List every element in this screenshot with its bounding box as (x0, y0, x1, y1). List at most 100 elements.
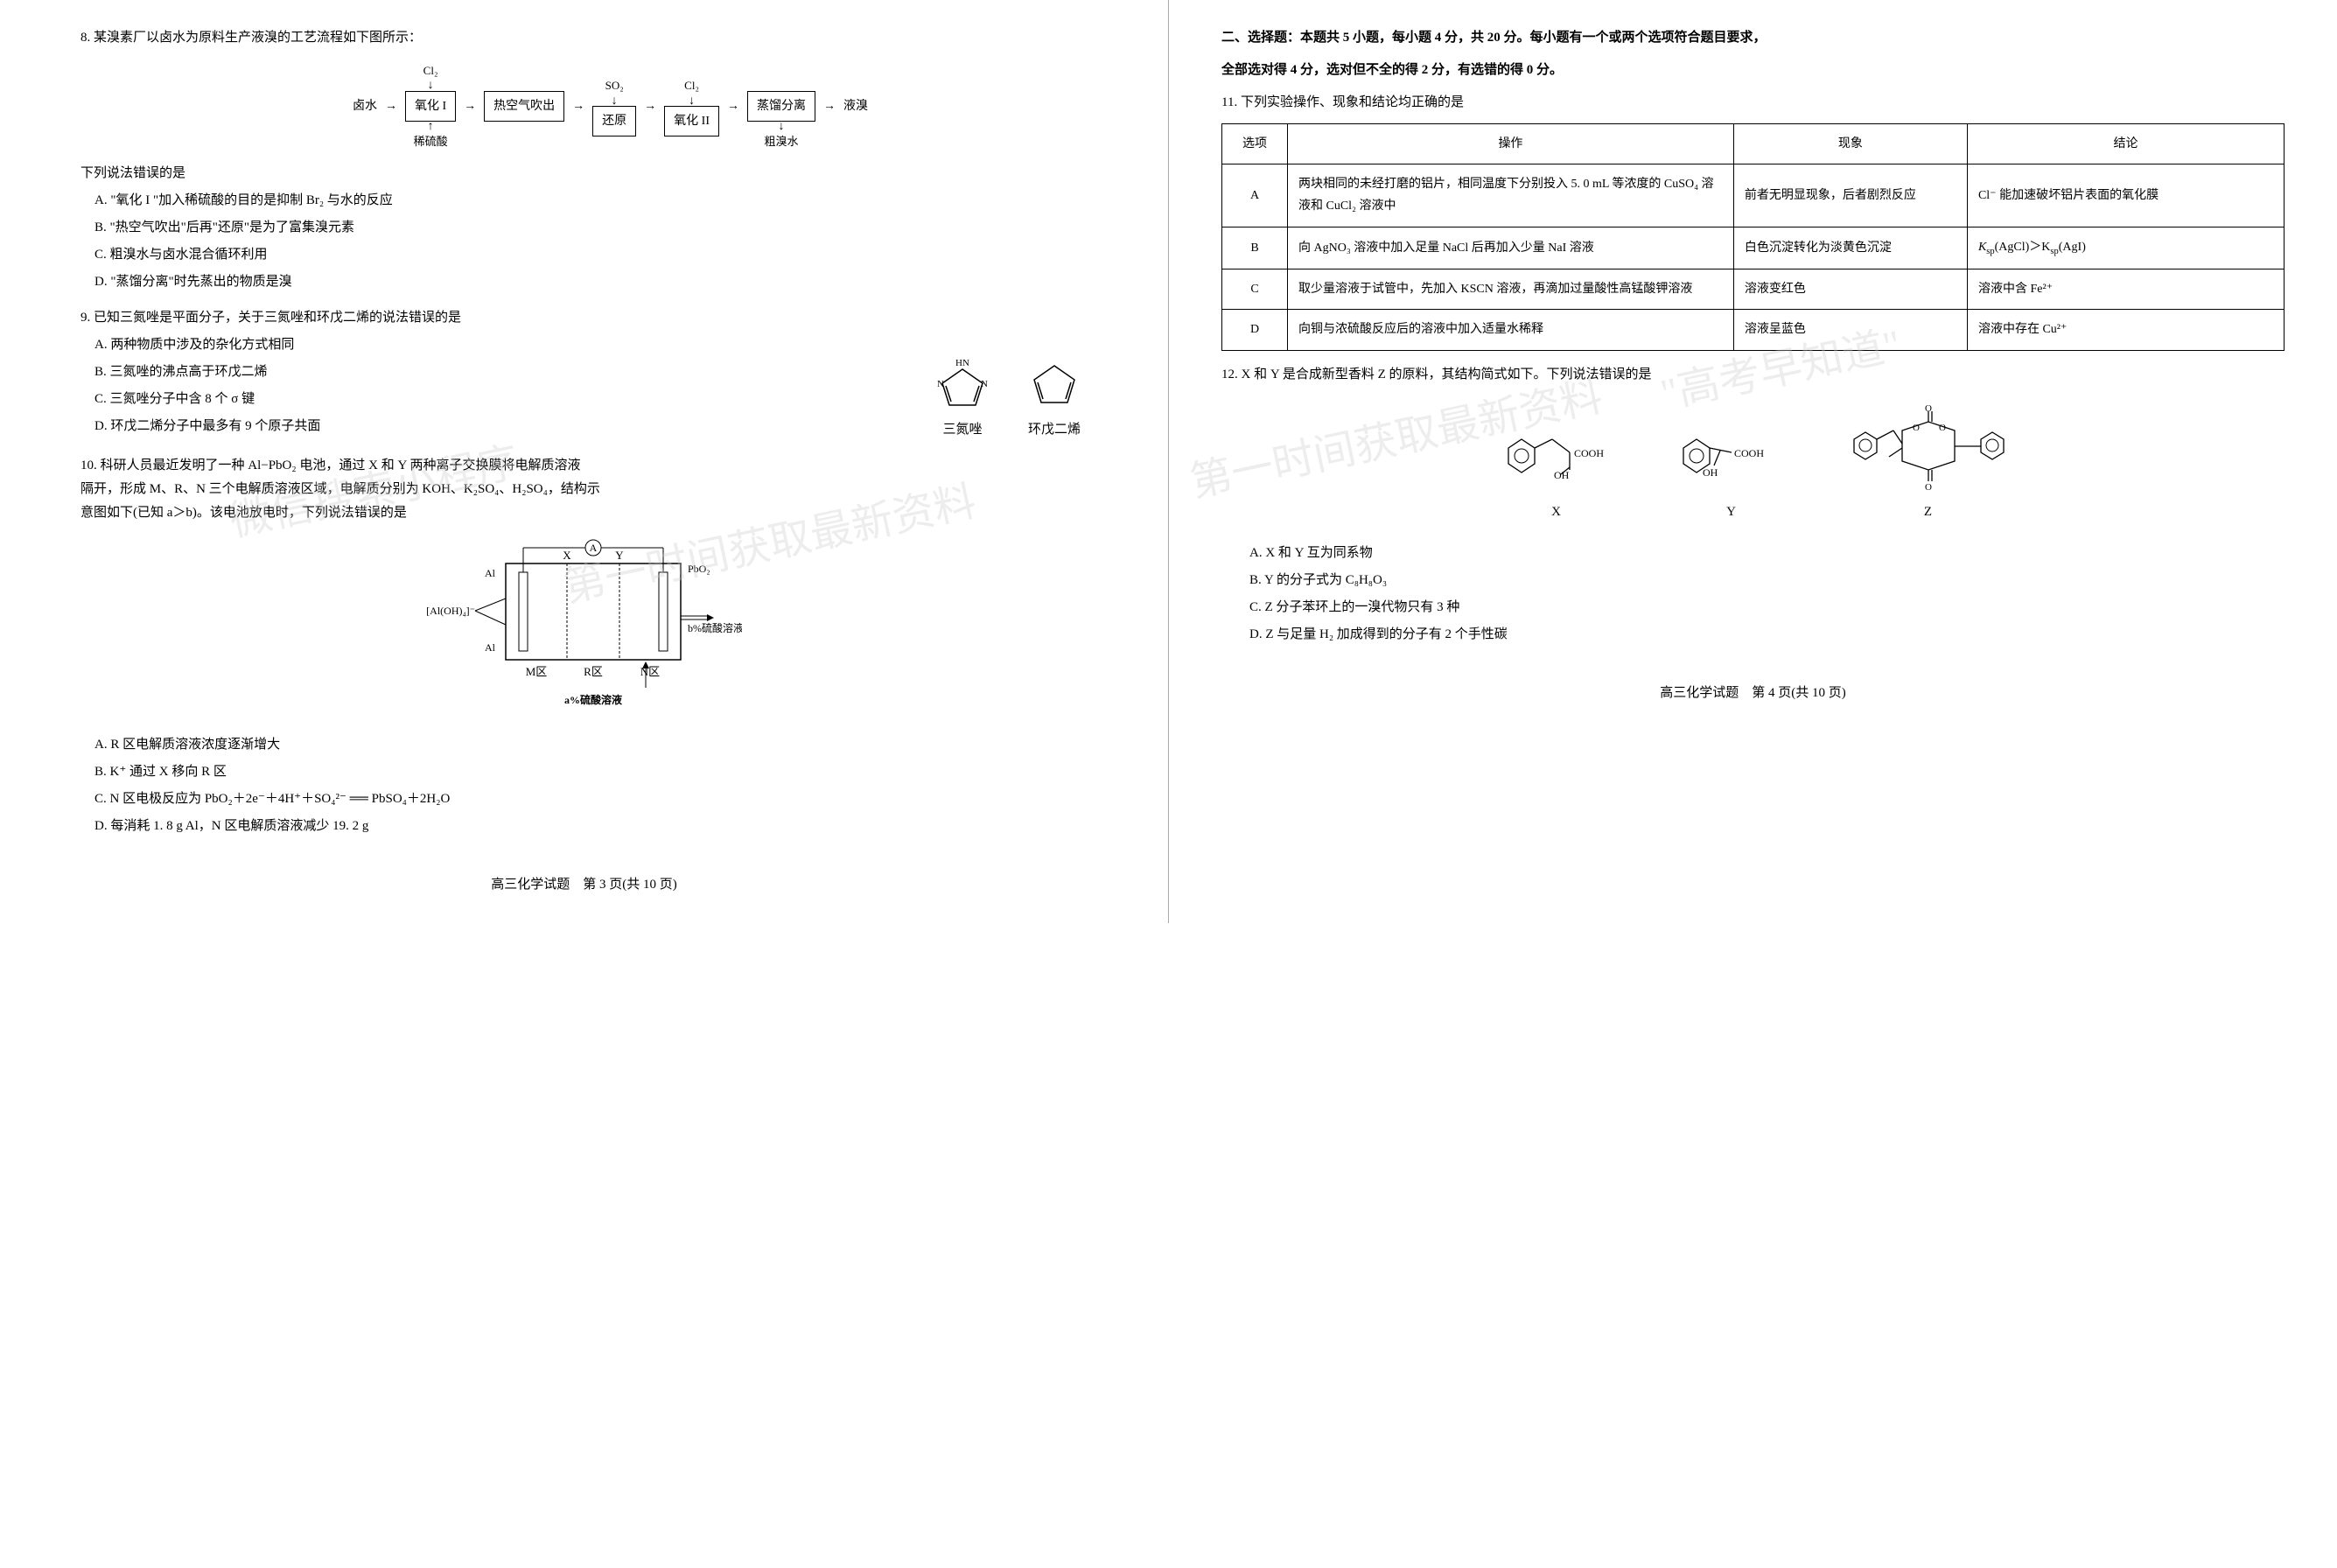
arrow: → (819, 95, 840, 117)
table-row: A 两块相同的未经打磨的铝片，相同温度下分别投入 5. 0 mL 等浓度的 Cu… (1222, 164, 2285, 227)
diag-y: Y (615, 549, 624, 562)
table-row: B 向 AgNO₃ 溶液中加入足量 NaCl 后再加入少量 NaI 溶液 白色沉… (1222, 227, 2285, 270)
flow-in-left: 卤水 (353, 95, 377, 117)
q9-stem: 9. 已知三氮唑是平面分子，关于三氮唑和环戊二烯的说法错误的是 (52, 306, 1116, 330)
spacer (780, 60, 782, 80)
cell-ph: 溶液呈蓝色 (1733, 310, 1967, 350)
diag-al-top: Al (485, 567, 496, 579)
cell-op: 向铜与浓硫酸反应后的溶液中加入适量水稀释 (1288, 310, 1734, 350)
svg-text:O: O (1925, 404, 1932, 414)
mol-y: COOH OH Y (1666, 422, 1797, 524)
svg-text:N: N (937, 379, 944, 389)
cell-con: 溶液中存在 Cu²⁺ (1967, 310, 2284, 350)
svg-text:COOH: COOH (1574, 447, 1604, 459)
th-phenomenon: 现象 (1733, 124, 1967, 164)
arrow: → (640, 95, 661, 117)
spacer (780, 80, 783, 90)
svg-text:OH: OH (1703, 466, 1718, 479)
q9-opt-c: C. 三氮唑分子中含 8 个 σ 键 (52, 388, 932, 411)
flow-bottom-crude: 粗溴水 (764, 131, 798, 151)
q9-options: A. 两种物质中涉及的杂化方式相同 B. 三氮唑的沸点高于环戊二烯 C. 三氮唑… (52, 330, 932, 442)
battery-svg: X Y A Al [Al(OH)₄]⁻ Al (427, 537, 742, 712)
mol-cyclopentadiene-label: 环戊二烯 (1028, 418, 1081, 442)
cell-opt: B (1222, 227, 1288, 270)
page-left: 微信搜索小程序 第一时间获取最新资料 8. 某溴素厂以卤水为原料生产液溴的工艺流… (0, 0, 1168, 923)
q12-opt-a: A. X 和 Y 互为同系物 (1221, 542, 2285, 565)
mol-z: O O O O (1841, 404, 2016, 524)
th-operation: 操作 (1288, 124, 1734, 164)
q10-stem-2: 隔开，形成 M、R、N 三个电解质溶液区域，电解质分别为 KOH、K₂SO₄、H… (52, 478, 1116, 501)
q10-opt-c: C. N 区电极反应为 PbO₂＋2e⁻＋4H⁺＋SO₄²⁻ ══ PbSO₄＋… (52, 788, 1116, 811)
diag-left-species: [Al(OH)₄]⁻ (427, 605, 475, 617)
flow-box-2: 热空气吹出 (484, 91, 564, 122)
flow-box-1: 氧化 I (405, 91, 456, 122)
svg-text:HN: HN (955, 358, 969, 368)
q12-molecules: COOH OH X COOH OH Y (1221, 404, 2285, 524)
cell-op: 两块相同的未经打磨的铝片，相同温度下分别投入 5. 0 mL 等浓度的 CuSO… (1288, 164, 1734, 227)
q9-body: A. 两种物质中涉及的杂化方式相同 B. 三氮唑的沸点高于环戊二烯 C. 三氮唑… (52, 330, 1116, 442)
svg-text:N: N (981, 379, 988, 389)
mol-y-svg: COOH OH (1666, 422, 1797, 492)
question-8: 8. 某溴素厂以卤水为原料生产液溴的工艺流程如下图所示： 卤水 → Cl₂ ↓ … (52, 26, 1116, 294)
q8-opt-b: B. "热空气吹出"后再"还原"是为了富集溴元素 (52, 216, 1116, 240)
flow-out-right: 液溴 (843, 95, 868, 117)
q12-stem: 12. X 和 Y 是合成新型香料 Z 的原料，其结构简式如下。下列说法错误的是 (1221, 363, 2285, 387)
flow-top-cl2-2: Cl₂ (684, 75, 699, 95)
q10-opt-d: D. 每消耗 1. 8 g Al，N 区电解质溶液减少 19. 2 g (52, 815, 1116, 838)
q9-opt-d: D. 环戊二烯分子中最多有 9 个原子共面 (52, 415, 932, 438)
battery-diagram: X Y A Al [Al(OH)₄]⁻ Al (52, 537, 1116, 721)
cell-ph: 白色沉淀转化为淡黄色沉淀 (1733, 227, 1967, 270)
mol-x-label: X (1491, 500, 1622, 524)
arrow-down: ↓ (612, 96, 618, 106)
svg-text:O: O (1913, 423, 1920, 433)
question-9: 9. 已知三氮唑是平面分子，关于三氮唑和环戊二烯的说法错误的是 A. 两种物质中… (52, 306, 1116, 442)
svg-text:OH: OH (1554, 469, 1570, 481)
mol-triazole-label: 三氮唑 (932, 418, 993, 442)
q11-stem: 11. 下列实验操作、现象和结论均正确的是 (1221, 91, 2285, 115)
arrow-down: ↓ (689, 96, 695, 106)
question-10: 10. 科研人员最近发明了一种 Al−PbO₂ 电池，通过 X 和 Y 两种离子… (52, 454, 1116, 838)
question-11: 11. 下列实验操作、现象和结论均正确的是 选项 操作 现象 结论 A 两块相同… (1221, 91, 2285, 351)
page-right: "高考早知道" 第一时间获取最新资料 二、选择题：本题共 5 小题，每小题 4 … (1169, 0, 2337, 923)
q8-lead: 下列说法错误的是 (52, 162, 1116, 186)
cyclopentadiene-svg (1028, 357, 1081, 410)
table-header-row: 选项 操作 现象 结论 (1222, 124, 2285, 164)
q10-opt-a: A. R 区电解质溶液浓度逐渐增大 (52, 733, 1116, 757)
footer-right: 高三化学试题 第 4 页(共 10 页) (1221, 682, 2285, 705)
mol-triazole: HN N N 三氮唑 (932, 357, 993, 442)
q12-opt-b: B. Y 的分子式为 C₈H₈O₃ (1221, 569, 2285, 592)
q10-opt-b: B. K⁺ 通过 X 移向 R 区 (52, 760, 1116, 784)
arrow-down: ↓ (428, 80, 434, 90)
cell-con: 溶液中含 Fe²⁺ (1967, 270, 2284, 310)
mol-y-label: Y (1666, 500, 1797, 524)
q8-opt-d: D. "蒸馏分离"时先蒸出的物质是溴 (52, 270, 1116, 294)
flow-top-cl2: Cl₂ (423, 60, 438, 80)
diag-a-sol: a%硫酸溶液 (563, 693, 621, 706)
diag-al-bot: Al (485, 641, 496, 654)
diag-m: M区 (525, 665, 547, 678)
question-12: 12. X 和 Y 是合成新型香料 Z 的原料，其结构简式如下。下列说法错误的是… (1221, 363, 2285, 647)
diag-pbo2: PbO₂ (688, 563, 710, 575)
mol-cyclopentadiene: 环戊二烯 (1028, 357, 1081, 442)
svg-text:O: O (1925, 482, 1932, 492)
section-2-title-2: 全部选对得 4 分，选对但不全的得 2 分，有选错的得 0 分。 (1221, 59, 2285, 82)
q10-stem-1: 10. 科研人员最近发明了一种 Al−PbO₂ 电池，通过 X 和 Y 两种离子… (52, 454, 1116, 478)
cell-ph: 溶液变红色 (1733, 270, 1967, 310)
mol-x-svg: COOH OH (1491, 422, 1622, 492)
flow-box-3: 还原 (592, 106, 636, 136)
q11-table: 选项 操作 现象 结论 A 两块相同的未经打磨的铝片，相同温度下分别投入 5. … (1221, 123, 2285, 351)
th-conclusion: 结论 (1967, 124, 2284, 164)
svg-text:COOH: COOH (1734, 447, 1764, 459)
q12-opt-c: C. Z 分子苯环上的一溴代物只有 3 种 (1221, 596, 2285, 620)
flow-col-3: SO₂ ↓ 还原 (592, 75, 636, 136)
th-option: 选项 (1222, 124, 1288, 164)
mol-x: COOH OH X (1491, 422, 1622, 524)
cell-con: Ksp(AgCl)＞Ksp(AgI) (1967, 227, 2284, 270)
flow-col-1: Cl₂ ↓ 氧化 I ↑ 稀硫酸 (405, 60, 456, 151)
cell-opt: C (1222, 270, 1288, 310)
arrow: → (381, 95, 402, 117)
q8-flowchart: 卤水 → Cl₂ ↓ 氧化 I ↑ 稀硫酸 → 热空气吹出 → SO₂ ↓ 还原… (105, 60, 1116, 151)
q9-opt-a: A. 两种物质中涉及的杂化方式相同 (52, 333, 932, 357)
arrow-down: ↓ (779, 122, 785, 131)
diag-r: R区 (584, 665, 603, 678)
